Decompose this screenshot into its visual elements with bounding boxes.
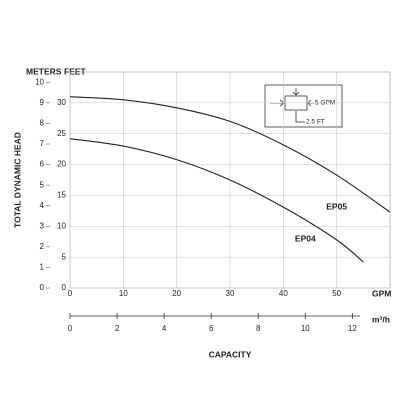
y2-tick-label: 2 (40, 242, 45, 251)
inset: 5 GPM 2.5 FT (264, 84, 343, 128)
series-label: EP05 (326, 201, 347, 211)
x-tick-label: 30 (226, 289, 235, 298)
y2-tick-label: 9 (40, 98, 45, 107)
y-tick-label: 25 (57, 129, 66, 138)
x-tick-label: 50 (332, 289, 341, 298)
y2-tick-label: 1 (40, 263, 45, 272)
inset-height: 2.5 FT (306, 119, 325, 126)
x-axis-title: CAPACITY (209, 349, 252, 359)
curve (69, 96, 391, 213)
x2-tick-label: 2 (115, 324, 120, 333)
y2-tick-label: 4 (40, 201, 45, 210)
x2-tick-label: 10 (301, 324, 310, 333)
y2-tick-label: 7 (40, 139, 45, 148)
y-label: FEET (64, 66, 87, 76)
y-tick-label: 20 (57, 160, 66, 169)
x2-tick-label: 6 (209, 324, 214, 333)
y-tick-label: 0 (62, 283, 67, 292)
curve (69, 138, 364, 263)
x2-tick-label: 4 (162, 324, 167, 333)
y2-tick-label: 8 (40, 119, 45, 128)
y-axis-title: TOTAL DYNAMIC HEAD (12, 132, 22, 228)
y-tick-label: 15 (57, 191, 66, 200)
x-label: GPM (372, 288, 391, 298)
y2-tick-label: 10 (35, 77, 44, 86)
y2-tick-label: 5 (40, 180, 45, 189)
x2-tick-label: 0 (68, 324, 73, 333)
y-tick-label: 30 (57, 98, 66, 107)
x2-tick-label: 12 (348, 324, 357, 333)
series-label: EP04 (295, 233, 316, 243)
y-tick-label: 10 (57, 221, 66, 230)
x-tick-label: 40 (279, 289, 288, 298)
x2-tick-label: 8 (256, 324, 261, 333)
x2-label: m³/h (372, 314, 390, 324)
y2-tick-label: 3 (40, 221, 45, 230)
x-tick-label: 20 (172, 289, 181, 298)
y-tick-label: 5 (62, 252, 67, 261)
x-tick-label: 10 (119, 289, 128, 298)
inset-flow: 5 GPM (315, 100, 335, 107)
x-tick-label: 0 (68, 289, 73, 298)
y2-tick-label: 6 (40, 160, 45, 169)
y2-tick-label: 0 (40, 283, 45, 292)
y2-label: METERS (26, 66, 62, 76)
